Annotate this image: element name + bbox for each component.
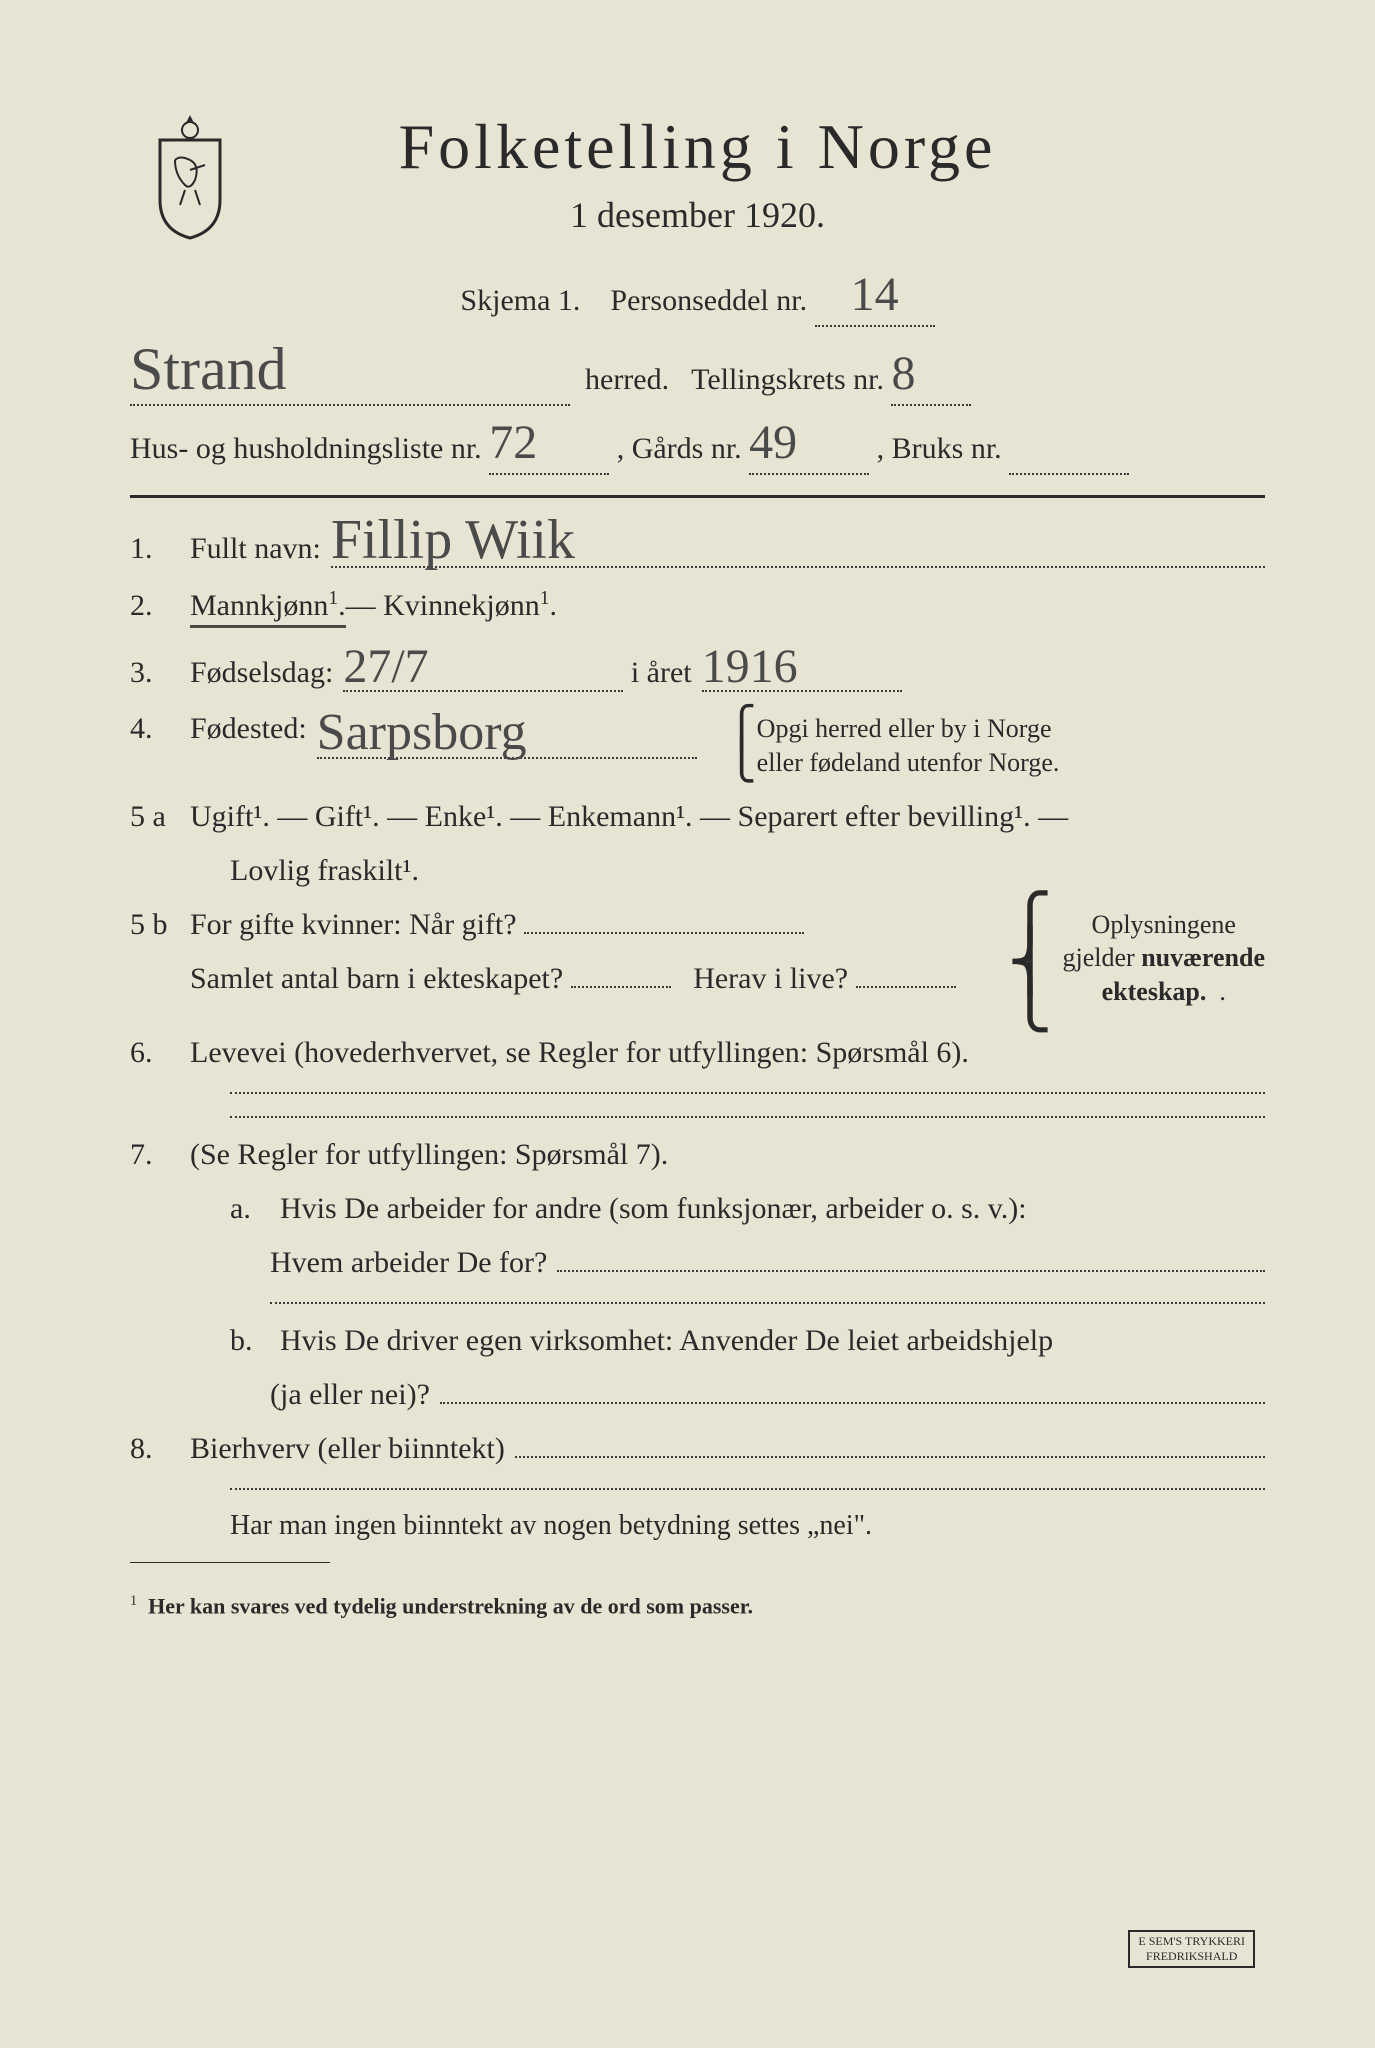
bruks-label: , Bruks nr. — [877, 432, 1002, 465]
q7b-text2: (ja eller nei)? — [270, 1378, 430, 1412]
question-7b-2: (ja eller nei)? — [270, 1378, 1265, 1412]
q8-num: 8. — [130, 1432, 190, 1466]
footer-note: Har man ingen biinntekt av nogen betydni… — [230, 1510, 1265, 1542]
question-7: 7. (Se Regler for utfyllingen: Spørsmål … — [130, 1138, 1265, 1172]
question-7a-2: Hvem arbeider De for? — [270, 1246, 1265, 1280]
q7a-blank — [270, 1300, 1265, 1304]
q8-blank — [230, 1486, 1265, 1490]
question-2: 2. Mannkjønn1. — Kvinnekjønn1. — [130, 588, 1265, 628]
q6-num: 6. — [130, 1036, 190, 1070]
gards-label: , Gårds nr. — [617, 432, 742, 465]
footnote-text: Her kan svares ved tydelig understreknin… — [148, 1593, 753, 1618]
q2-num: 2. — [130, 589, 190, 623]
q1-label: Fullt navn: — [190, 532, 321, 566]
q2-female: — Kvinnekjønn1. — [346, 588, 557, 623]
question-5a-cont: Lovlig fraskilt¹. — [230, 854, 1265, 888]
personseddel-label: Personseddel nr. — [610, 284, 807, 317]
footnote-num: 1 — [130, 1593, 137, 1609]
form-date: 1 desember 1920. — [130, 194, 1265, 236]
census-form-page: Folketelling i Norge 1 desember 1920. Sk… — [0, 0, 1375, 2048]
q3-year: 1916 — [702, 648, 798, 686]
q1-value: Fillip Wiik — [331, 518, 575, 563]
q7-num: 7. — [130, 1138, 190, 1172]
question-3: 3. Fødselsdag: 27/7 i året 1916 — [130, 648, 1265, 692]
question-7b: b. Hvis De driver egen virksomhet: Anven… — [230, 1324, 1265, 1358]
q7a-label: a. — [230, 1192, 280, 1226]
q5a-text2: Lovlig fraskilt¹. — [230, 854, 419, 888]
question-7a: a. Hvis De arbeider for andre (som funks… — [230, 1192, 1265, 1226]
husliste-value: 72 — [489, 424, 537, 462]
q7a-text2: Hvem arbeider De for? — [270, 1246, 547, 1280]
q5b-num: 5 b — [130, 908, 190, 942]
meta-row-1: Skjema 1. Personseddel nr. 14 — [130, 276, 1265, 327]
q6-text: Levevei (hovederhvervet, se Regler for u… — [190, 1036, 969, 1070]
meta-row-3: Hus- og husholdningsliste nr. 72 , Gårds… — [130, 424, 1265, 475]
question-8: 8. Bierhverv (eller biinntekt) — [130, 1432, 1265, 1466]
q2-male: Mannkjønn1. — [190, 588, 346, 628]
q5b-label1: For gifte kvinner: Når gift? — [190, 908, 517, 941]
q3-num: 3. — [130, 656, 190, 690]
q5a-num: 5 a — [130, 800, 190, 834]
form-label: Skjema 1. — [460, 284, 580, 317]
question-1: 1. Fullt navn: Fillip Wiik — [130, 518, 1265, 568]
q4-note: Opgi herred eller by i Norge eller fødel… — [757, 712, 1060, 780]
q4-num: 4. — [130, 712, 190, 746]
personseddel-value: 14 — [851, 276, 899, 314]
q7-text: (Se Regler for utfyllingen: Spørsmål 7). — [190, 1138, 668, 1172]
q5b-label2: Samlet antal barn i ekteskapet? — [190, 962, 563, 995]
question-4: 4. Fødested: Sarpsborg ⎧⎩ Opgi herred el… — [130, 712, 1265, 780]
q7b-text: Hvis De driver egen virksomhet: Anvender… — [280, 1324, 1053, 1358]
q8-text: Bierhverv (eller biinntekt) — [190, 1432, 505, 1466]
form-header: Folketelling i Norge 1 desember 1920. — [130, 110, 1265, 236]
q3-label: Fødselsdag: — [190, 656, 333, 690]
gards-value: 49 — [749, 424, 797, 462]
question-6: 6. Levevei (hovederhvervet, se Regler fo… — [130, 1036, 1265, 1070]
question-5b: 5 b For gifte kvinner: Når gift? Samlet … — [130, 908, 1265, 1016]
q3-day: 27/7 — [343, 648, 428, 686]
q5a-text: Ugift¹. — Gift¹. — Enke¹. — Enkemann¹. —… — [190, 800, 1068, 834]
herred-value: Strand — [130, 345, 287, 393]
q1-num: 1. — [130, 532, 190, 566]
q7a-text: Hvis De arbeider for andre (som funksjon… — [280, 1192, 1027, 1226]
footnote: 1 Her kan svares ved tydelig understrekn… — [130, 1593, 1265, 1619]
husliste-label: Hus- og husholdningsliste nr. — [130, 432, 482, 465]
form-title: Folketelling i Norge — [130, 110, 1265, 184]
q5b-note: Oplysningene gjelder nuværende ekteskap.… — [1063, 908, 1265, 1009]
printer-stamp: E SEM'S TRYKKERI FREDRIKSHALD — [1128, 1930, 1255, 1968]
q3-year-label: i året — [631, 656, 692, 690]
coat-of-arms-icon — [140, 110, 240, 240]
tellingskrets-value: 8 — [891, 355, 915, 393]
meta-row-2: Strand herred. Tellingskrets nr. 8 — [130, 345, 1265, 406]
q4-label: Fødested: — [190, 712, 307, 746]
tellingskrets-label: Tellingskrets nr. — [691, 363, 884, 396]
herred-label: herred. — [585, 363, 669, 396]
q5b-label3: Herav i live? — [693, 962, 848, 995]
divider — [130, 495, 1265, 498]
question-5a: 5 a Ugift¹. — Gift¹. — Enke¹. — Enkemann… — [130, 800, 1265, 834]
q7b-label: b. — [230, 1324, 280, 1358]
q6-blank-2 — [230, 1114, 1265, 1118]
q6-blank-1 — [230, 1090, 1265, 1094]
q4-value: Sarpsborg — [317, 712, 527, 754]
